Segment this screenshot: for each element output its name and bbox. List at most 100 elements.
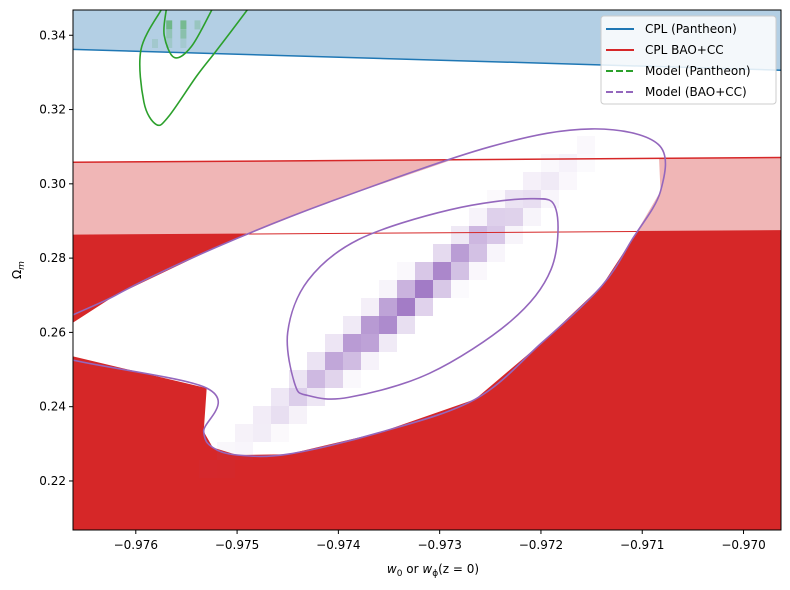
heatmap-cell (166, 39, 173, 48)
heatmap-cell (217, 442, 235, 460)
model-bao-outer-contour (73, 128, 667, 458)
heatmap-cell (325, 370, 343, 388)
heatmap-cell (180, 29, 187, 39)
heatmap-cell (415, 280, 433, 298)
heatmap-cell (523, 208, 541, 226)
heatmap-cell (361, 316, 379, 334)
heatmap-cell (253, 406, 271, 424)
heatmap-cell (541, 172, 559, 190)
heatmap-cell (343, 316, 361, 334)
heatmap-cell (577, 154, 595, 172)
heatmap-cell (289, 370, 307, 388)
heatmap-cell (505, 208, 523, 226)
x-tick-label: −0.970 (721, 538, 765, 552)
heatmap-cell (217, 460, 235, 478)
heatmap-cell (505, 226, 523, 244)
y-tick-label: 0.24 (39, 400, 66, 414)
x-tick-label: −0.974 (316, 538, 360, 552)
heatmap-cell (469, 208, 487, 226)
heatmap-cell (559, 172, 577, 190)
y-tick-label: 0.28 (39, 251, 66, 265)
heatmap-cell (180, 20, 187, 30)
heatmap-cell (199, 460, 217, 478)
heatmap-cell (487, 190, 505, 208)
heatmap-cell (541, 154, 559, 172)
heatmap-cell (397, 262, 415, 280)
heatmap-cell (180, 39, 187, 48)
legend-label: CPL BAO+CC (645, 43, 724, 57)
heatmap-cell (235, 442, 253, 460)
x-axis: −0.976 −0.975 −0.974 −0.973 −0.972 −0.971 −0.9… (114, 530, 766, 552)
heatmap-cell (451, 262, 469, 280)
heatmap-cell (361, 352, 379, 370)
heatmap-cell (397, 298, 415, 316)
axes-frame (72, 9, 782, 531)
legend-label: Model (BAO+CC) (645, 85, 747, 99)
heatmap-cell (451, 244, 469, 262)
y-tick-label: 0.30 (39, 177, 66, 191)
x-axis-label: w0 or wϕ(z = 0) (387, 562, 479, 579)
cpl-bao-inner-line (73, 230, 781, 236)
heatmap-cell (469, 226, 487, 244)
x-tick-label: −0.976 (114, 538, 158, 552)
heatmap-cell (325, 334, 343, 352)
y-tick-label: 0.32 (39, 103, 66, 117)
heatmap-cell (559, 154, 577, 172)
heatmap-cell (379, 280, 397, 298)
heatmap-cell (433, 262, 451, 280)
model-pantheon-inner-contour (163, 10, 213, 59)
heatmap-cell (451, 226, 469, 244)
heatmap-cell (487, 226, 505, 244)
heatmap-cell (271, 406, 289, 424)
heatmap-cell (415, 298, 433, 316)
heatmap-cell (307, 370, 325, 388)
heatmap-cell (397, 316, 415, 334)
heatmap-cell (433, 244, 451, 262)
heatmap-cell (289, 406, 307, 424)
legend-box (600, 15, 777, 105)
heatmap-cell (379, 316, 397, 334)
y-axis: 0.22 0.24 0.26 0.28 0.30 0.32 0.34 (39, 28, 73, 488)
heatmap-cell (451, 280, 469, 298)
model-bao-inner-contour (286, 197, 559, 400)
heatmap-cell (343, 352, 361, 370)
x-tick-label: −0.973 (417, 538, 461, 552)
heatmap-cell (307, 352, 325, 370)
heatmap-cell (166, 29, 173, 39)
heatmap-cell (361, 334, 379, 352)
legend-label: CPL (Pantheon) (645, 22, 737, 36)
x-tick-label: −0.975 (215, 538, 259, 552)
legend-label: Model (Pantheon) (645, 64, 751, 78)
x-tick-label: −0.971 (620, 538, 664, 552)
model-pantheon-heatmap (152, 20, 201, 48)
heatmap-cell (343, 334, 361, 352)
y-axis-label: Ωm (10, 261, 27, 279)
heatmap-cell (541, 190, 559, 208)
heatmap-cell (253, 424, 271, 442)
heatmap-cell (289, 388, 307, 406)
heatmap-cell (194, 20, 201, 30)
legend: CPL (Pantheon) CPL BAO+CC Model (Pantheon)… (600, 15, 777, 105)
heatmap-cell (166, 20, 173, 30)
y-tick-label: 0.26 (39, 325, 66, 339)
heatmap-cell (469, 244, 487, 262)
heatmap-cell (379, 334, 397, 352)
heatmap-cell (577, 136, 595, 154)
model-pantheon-outer-contour (138, 10, 248, 127)
heatmap-cell (415, 262, 433, 280)
heatmap-cell (361, 298, 379, 316)
heatmap-cell (487, 208, 505, 226)
heatmap-cell (343, 370, 361, 388)
heatmap-cell (433, 280, 451, 298)
heatmap-cell (487, 244, 505, 262)
x-tick-label: −0.972 (519, 538, 563, 552)
heatmap-cell (379, 298, 397, 316)
heatmap-cell (325, 352, 343, 370)
y-tick-label: 0.22 (39, 474, 66, 488)
model-bao-heatmap (199, 136, 595, 478)
heatmap-cell (523, 172, 541, 190)
heatmap-cell (397, 280, 415, 298)
cpl-bao-outer-line (73, 156, 781, 164)
heatmap-cell (152, 39, 158, 48)
